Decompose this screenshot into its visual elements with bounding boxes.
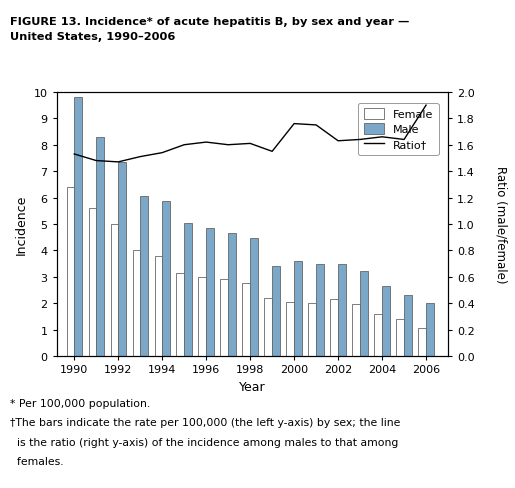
Bar xyxy=(118,163,126,356)
Bar xyxy=(264,298,272,356)
Bar xyxy=(316,264,324,356)
Y-axis label: Ratio (male/female): Ratio (male/female) xyxy=(494,166,507,283)
Bar xyxy=(111,224,118,356)
Bar xyxy=(198,277,206,356)
X-axis label: Year: Year xyxy=(239,380,266,393)
Bar xyxy=(397,319,404,356)
Bar xyxy=(74,98,82,356)
Bar xyxy=(382,286,390,356)
Bar xyxy=(360,272,368,356)
Bar xyxy=(89,209,96,356)
Bar xyxy=(426,304,434,356)
Bar xyxy=(338,264,346,356)
Text: * Per 100,000 population.: * Per 100,000 population. xyxy=(10,398,150,407)
Bar xyxy=(162,202,170,356)
Bar xyxy=(177,273,184,356)
Bar xyxy=(418,328,426,356)
Text: †The bars indicate the rate per 100,000 (the left y-axis) by sex; the line: †The bars indicate the rate per 100,000 … xyxy=(10,417,401,427)
Bar xyxy=(352,305,360,356)
Bar xyxy=(286,302,294,356)
Legend: Female, Male, Ratio†: Female, Male, Ratio† xyxy=(358,103,439,156)
Text: females.: females. xyxy=(10,456,64,466)
Bar xyxy=(184,223,192,356)
Bar xyxy=(206,228,214,356)
Bar xyxy=(404,296,412,356)
Y-axis label: Incidence: Incidence xyxy=(15,194,28,255)
Bar xyxy=(250,239,258,356)
Bar xyxy=(228,234,236,356)
Bar xyxy=(272,266,280,356)
Bar xyxy=(308,304,316,356)
Bar xyxy=(294,262,302,356)
Bar xyxy=(66,187,74,356)
Bar xyxy=(154,256,162,356)
Bar xyxy=(331,300,338,356)
Bar xyxy=(132,251,140,356)
Bar xyxy=(374,314,382,356)
Text: FIGURE 13. Incidence* of acute hepatitis B, by sex and year —: FIGURE 13. Incidence* of acute hepatitis… xyxy=(10,17,409,27)
Text: United States, 1990–2006: United States, 1990–2006 xyxy=(10,32,176,41)
Bar xyxy=(140,197,148,356)
Bar xyxy=(96,138,104,356)
Text: is the ratio (right y-axis) of the incidence among males to that among: is the ratio (right y-axis) of the incid… xyxy=(10,437,399,447)
Bar xyxy=(220,280,228,356)
Bar xyxy=(243,284,250,356)
